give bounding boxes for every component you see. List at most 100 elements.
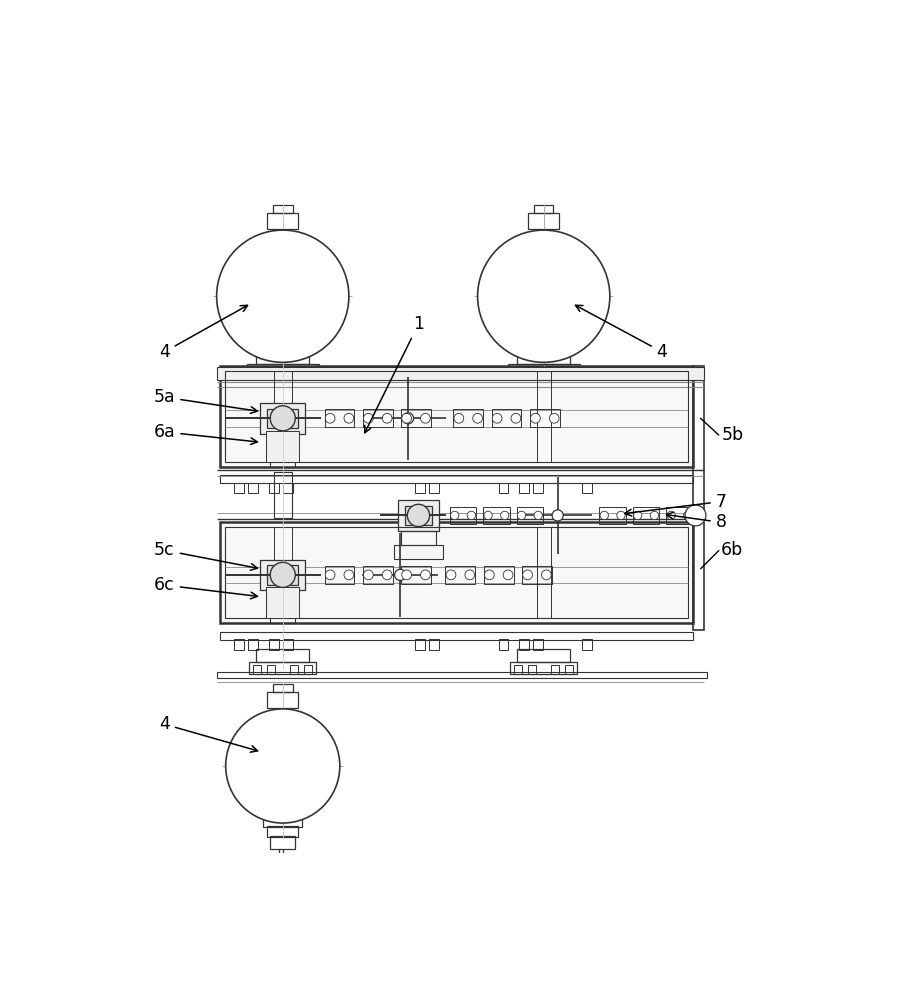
Bar xyxy=(401,566,431,584)
Circle shape xyxy=(402,413,414,424)
Bar xyxy=(216,367,704,380)
Bar xyxy=(510,662,577,674)
Bar xyxy=(363,409,392,427)
Bar xyxy=(268,826,298,837)
Bar xyxy=(429,639,438,650)
Circle shape xyxy=(667,511,675,520)
Bar xyxy=(398,500,439,531)
Bar xyxy=(530,409,559,427)
Text: 8: 8 xyxy=(666,512,726,531)
Bar xyxy=(234,483,243,493)
Bar xyxy=(533,483,543,493)
Circle shape xyxy=(364,570,374,580)
Bar xyxy=(225,371,689,462)
Bar xyxy=(693,366,704,630)
Circle shape xyxy=(467,511,476,520)
Bar xyxy=(268,692,298,708)
Text: 6b: 6b xyxy=(721,541,744,559)
Bar xyxy=(666,507,692,524)
Bar xyxy=(248,483,258,493)
Bar xyxy=(582,639,592,650)
Text: 4: 4 xyxy=(576,305,667,361)
Circle shape xyxy=(541,570,551,580)
Bar xyxy=(534,205,553,213)
Circle shape xyxy=(270,562,295,587)
Bar xyxy=(220,522,693,623)
Bar xyxy=(600,507,626,524)
Bar xyxy=(250,662,316,674)
Bar xyxy=(453,409,483,427)
Bar xyxy=(273,684,293,692)
Bar xyxy=(225,527,689,618)
Bar xyxy=(304,665,312,674)
Text: 1: 1 xyxy=(365,315,424,433)
Bar xyxy=(234,639,243,650)
Text: 6a: 6a xyxy=(154,423,258,444)
Circle shape xyxy=(484,511,492,520)
Bar xyxy=(220,366,693,467)
Bar xyxy=(269,483,278,493)
Bar xyxy=(260,403,305,434)
Bar xyxy=(263,816,303,827)
Circle shape xyxy=(534,511,542,520)
Bar xyxy=(565,367,573,375)
Bar xyxy=(491,409,522,427)
Text: 4: 4 xyxy=(159,715,258,752)
Bar xyxy=(519,639,529,650)
Bar xyxy=(513,367,521,375)
Bar xyxy=(268,213,298,229)
Bar xyxy=(537,371,550,462)
Bar xyxy=(270,836,295,849)
Circle shape xyxy=(420,570,430,580)
Bar xyxy=(401,409,431,427)
Bar xyxy=(247,364,319,375)
Circle shape xyxy=(325,413,335,423)
Bar xyxy=(498,483,508,493)
Circle shape xyxy=(216,230,348,362)
Circle shape xyxy=(500,511,509,520)
Circle shape xyxy=(454,413,463,423)
Bar xyxy=(304,367,312,375)
Bar xyxy=(268,409,298,428)
Bar xyxy=(274,527,292,618)
Bar xyxy=(266,367,274,375)
Bar xyxy=(324,409,355,427)
Bar xyxy=(550,367,559,375)
Bar xyxy=(445,566,475,584)
Bar xyxy=(507,364,580,375)
Circle shape xyxy=(503,570,513,580)
Bar xyxy=(324,566,355,584)
Bar xyxy=(517,353,570,364)
Bar xyxy=(270,590,295,623)
Bar xyxy=(274,371,292,462)
Bar xyxy=(517,649,570,662)
Circle shape xyxy=(325,570,335,580)
Text: 4: 4 xyxy=(159,305,248,361)
Circle shape xyxy=(517,511,525,520)
Bar xyxy=(528,665,536,674)
Circle shape xyxy=(364,413,374,423)
Circle shape xyxy=(492,413,502,423)
Text: 5a: 5a xyxy=(154,388,258,413)
Circle shape xyxy=(344,570,354,580)
Text: 6c: 6c xyxy=(154,576,258,599)
Circle shape xyxy=(408,504,429,527)
Circle shape xyxy=(617,511,625,520)
Bar xyxy=(633,507,659,524)
Bar xyxy=(269,639,278,650)
Bar xyxy=(415,639,425,650)
Bar xyxy=(266,431,299,462)
Text: 5c: 5c xyxy=(154,541,258,570)
Bar xyxy=(220,475,693,483)
Bar xyxy=(565,665,573,674)
Bar xyxy=(268,565,298,585)
Bar xyxy=(429,483,438,493)
Bar xyxy=(256,649,309,662)
Circle shape xyxy=(451,511,459,520)
Circle shape xyxy=(484,570,494,580)
Bar xyxy=(450,507,476,524)
Bar xyxy=(270,434,295,467)
Circle shape xyxy=(650,511,658,520)
Bar xyxy=(516,507,543,524)
Bar xyxy=(274,472,292,518)
